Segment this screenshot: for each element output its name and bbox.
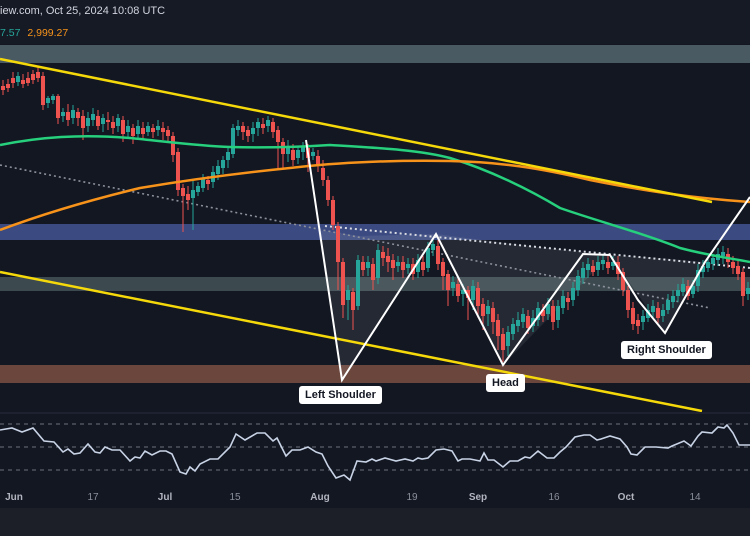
grey-neckline-zone (0, 277, 750, 291)
ma-orange-line (0, 159, 750, 232)
x-tick-sep: Sep (468, 492, 488, 503)
head-label: Head (486, 374, 525, 392)
top-resistance-zone (0, 45, 750, 63)
x-tick-14: 14 (689, 492, 701, 503)
x-tick-16: 16 (548, 492, 560, 503)
left-shoulder-label: Left Shoulder (299, 386, 382, 404)
upper-channel-line (0, 57, 713, 204)
lower-channel-line (0, 270, 703, 413)
x-tick-jun: Jun (5, 492, 23, 503)
rsi-line (0, 423, 750, 482)
x-tick-aug: Aug (310, 492, 330, 503)
neckline-dotted (324, 225, 750, 269)
x-tick-oct: Oct (617, 492, 635, 503)
candlesticks (1, 66, 750, 362)
x-tick-jul: Jul (157, 492, 173, 503)
brown-demand-zone (0, 365, 750, 383)
right-shoulder-label: Right Shoulder (621, 341, 712, 359)
chart-header: iew.com, Oct 25, 2024 10:08 UTC 7.57 2,9… (0, 0, 750, 44)
x-tick-17: 17 (87, 492, 99, 503)
x-axis: Jun 17 Jul 15 Aug 19 Sep 16 Oct 14 (0, 488, 750, 508)
ma-green-value: 7.57 (0, 27, 21, 39)
chart-footer (0, 508, 750, 536)
x-tick-15: 15 (229, 492, 241, 503)
rsi-levels (0, 423, 750, 471)
rsi-panel (0, 414, 750, 488)
ma-orange-value: 2,999.27 (27, 27, 69, 39)
ma-legend: 7.57 2,999.27 (0, 27, 68, 39)
ma-green-line (0, 135, 750, 264)
trend-dotted (0, 164, 711, 309)
chart-title: iew.com, Oct 25, 2024 10:08 UTC (0, 5, 166, 17)
head-shoulders-pattern (305, 139, 750, 383)
blue-supply-zone (0, 224, 750, 240)
x-tick-19: 19 (406, 492, 418, 503)
